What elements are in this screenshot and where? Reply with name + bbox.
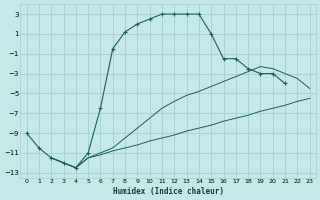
X-axis label: Humidex (Indice chaleur): Humidex (Indice chaleur) [113, 187, 224, 196]
